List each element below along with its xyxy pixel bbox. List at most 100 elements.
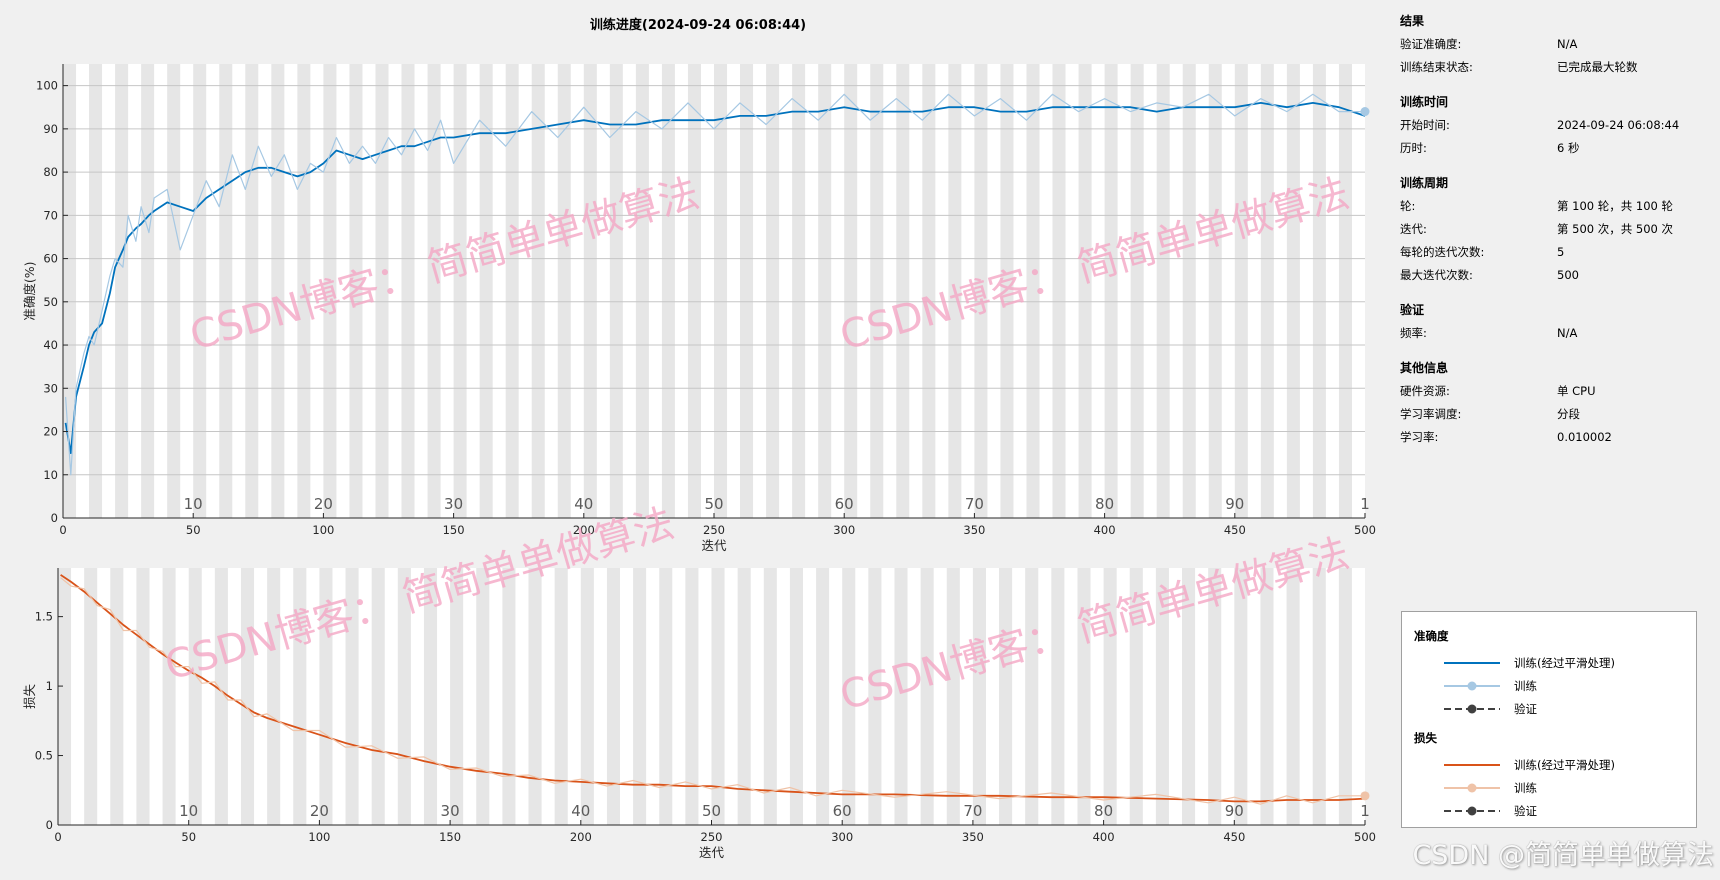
epoch-band	[972, 568, 986, 825]
epoch-label: 40	[571, 802, 590, 820]
info-row: 每轮的迭代次数: 5	[1400, 241, 1710, 264]
time-section: 训练时间 开始时间: 2024-09-24 06:08:44 历时: 6 秒	[1400, 91, 1710, 160]
info-row: 频率: N/A	[1400, 322, 1710, 345]
info-label: 每轮的迭代次数:	[1400, 245, 1485, 259]
epoch-band	[375, 64, 389, 518]
epoch-band	[1208, 568, 1222, 825]
x-tick-label: 150	[443, 523, 465, 537]
y-tick-label: 0.5	[35, 749, 53, 763]
epoch-label: 40	[574, 495, 593, 513]
epoch-band	[974, 64, 988, 518]
epoch-band	[505, 64, 519, 518]
legend-item: 验证	[1414, 698, 1537, 721]
info-label: 学习率:	[1400, 430, 1439, 444]
epoch-label: 10	[184, 495, 203, 513]
epoch-band	[1312, 64, 1326, 518]
epoch-label: 70	[965, 495, 984, 513]
epoch-band	[267, 568, 281, 825]
x-tick-label: 150	[439, 830, 461, 844]
y-tick-label: 0	[51, 511, 58, 525]
legend-marker-swatch	[1444, 681, 1500, 691]
x-tick-label: 500	[1354, 830, 1376, 844]
y-tick-label: 0	[46, 818, 53, 832]
epoch-band	[479, 64, 493, 518]
epoch-band	[371, 568, 385, 825]
info-value: 分段	[1557, 407, 1580, 421]
info-label: 频率:	[1400, 326, 1427, 340]
epoch-label: 80	[1094, 802, 1113, 820]
x-tick-label: 350	[962, 830, 984, 844]
epoch-band	[740, 64, 754, 518]
epoch-band	[453, 64, 467, 518]
y-axis-label: 损失	[22, 684, 37, 710]
x-tick-label: 50	[181, 830, 196, 844]
epoch-band	[868, 568, 882, 825]
y-tick-label: 50	[43, 295, 58, 309]
y-tick-label: 80	[43, 165, 58, 179]
epoch-band	[1052, 64, 1066, 518]
epoch-band	[1182, 64, 1196, 518]
epoch-band	[609, 64, 623, 518]
epoch-band	[946, 568, 960, 825]
info-value: 已完成最大轮数	[1557, 60, 1638, 74]
info-label: 验证准确度:	[1400, 37, 1462, 51]
epoch-label: 50	[704, 495, 723, 513]
info-row: 开始时间: 2024-09-24 06:08:44	[1400, 114, 1710, 137]
epoch-band	[1234, 568, 1248, 825]
legend-label: 训练	[1514, 679, 1537, 693]
x-tick-label: 250	[701, 830, 723, 844]
legend-loss-group: 损失 训练(经过平滑处理) 训练 验证	[1414, 726, 1615, 823]
y-tick-label: 1	[46, 679, 53, 693]
epoch-band	[792, 64, 806, 518]
epoch-band	[999, 568, 1013, 825]
info-value: 0.010002	[1557, 430, 1612, 444]
epoch-label: 30	[444, 495, 463, 513]
epoch-band	[583, 64, 597, 518]
epoch-band	[633, 568, 647, 825]
epoch-band	[1129, 568, 1143, 825]
epoch-band	[763, 568, 777, 825]
y-tick-label: 60	[43, 252, 58, 266]
epoch-band	[115, 64, 129, 518]
training-smoothed-series	[64, 102, 1366, 455]
x-tick-label: 250	[703, 523, 725, 537]
epoch-band	[1156, 64, 1170, 518]
info-value: 第 100 轮，共 100 轮	[1557, 199, 1674, 213]
epoch-band	[1025, 568, 1039, 825]
info-row: 最大迭代次数: 500	[1400, 264, 1710, 287]
info-label: 硬件资源:	[1400, 384, 1450, 398]
info-row: 硬件资源: 单 CPU	[1400, 380, 1710, 403]
chart-title: 训练进度(2024-09-24 06:08:44)	[590, 17, 806, 33]
x-tick-label: 400	[1094, 523, 1116, 537]
epoch-label: 90	[1225, 495, 1244, 513]
y-tick-label: 40	[43, 338, 58, 352]
epoch-band	[737, 568, 751, 825]
epoch-band	[162, 568, 176, 825]
epoch-band	[297, 64, 311, 518]
info-label: 最大迭代次数:	[1400, 268, 1473, 282]
x-tick-label: 0	[59, 523, 66, 537]
x-tick-label: 400	[1093, 830, 1115, 844]
info-value: 5	[1557, 245, 1565, 259]
info-row: 历时: 6 秒	[1400, 137, 1710, 160]
epoch-label: 20	[314, 495, 333, 513]
epoch-band	[1338, 64, 1352, 518]
epoch-band	[1026, 64, 1040, 518]
epoch-band	[58, 568, 72, 825]
info-row: 轮: 第 100 轮，共 100 轮	[1400, 195, 1710, 218]
epoch-band	[894, 568, 908, 825]
epoch-band	[188, 568, 202, 825]
training-raw-series	[65, 93, 1365, 476]
epoch-label: 30	[441, 802, 460, 820]
last-point-marker	[1360, 791, 1370, 801]
y-axis-label: 准确度(%)	[22, 261, 37, 320]
epoch-band	[1077, 568, 1091, 825]
epoch-band	[1208, 64, 1222, 518]
x-tick-label: 350	[963, 523, 985, 537]
epoch-band	[271, 64, 285, 518]
epoch-band	[816, 568, 830, 825]
other-section: 其他信息 硬件资源: 单 CPU 学习率调度: 分段 学习率: 0.010002	[1400, 357, 1710, 449]
y-tick-label: 90	[43, 122, 58, 136]
legend-label: 训练(经过平滑处理)	[1514, 656, 1615, 670]
epoch-band	[554, 568, 568, 825]
